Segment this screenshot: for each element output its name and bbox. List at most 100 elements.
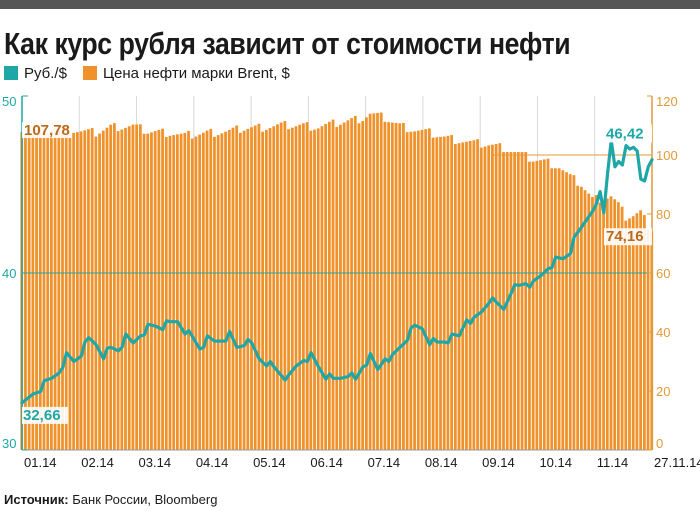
brent-bar [57, 126, 61, 451]
x-tick-label: 02.14 [81, 455, 114, 470]
brent-bar [635, 213, 639, 450]
brent-bar [442, 136, 446, 450]
brent-bar [561, 170, 565, 450]
brent-bar [350, 118, 353, 451]
brent-bar [335, 126, 339, 451]
brent-start-label: 107,78 [24, 122, 70, 139]
brent-bar [617, 202, 620, 450]
x-tick-label: 05.14 [253, 455, 286, 470]
legend-label-brent: Цена нефти марки Brent, $ [102, 64, 290, 82]
brent-bar [642, 215, 646, 450]
x-tick-label: 07.14 [368, 455, 401, 470]
brent-bar [594, 195, 598, 450]
brent-bar [542, 159, 546, 450]
brent-bar [583, 190, 587, 450]
brent-bar [309, 130, 313, 450]
source-label: Источник: [4, 492, 69, 507]
brent-bar [64, 124, 68, 450]
brent-bar [83, 130, 87, 450]
brent-bar [639, 210, 643, 450]
rub-start-label-bg [22, 406, 68, 424]
brent-bar [213, 136, 216, 450]
brent-bar [565, 172, 568, 450]
brent-bar [528, 161, 531, 450]
brent-bar [613, 199, 617, 450]
x-tick-label: 06.14 [310, 455, 343, 470]
x-tick-label: 04.14 [196, 455, 229, 470]
rub-line [20, 138, 654, 405]
brent-bar [24, 134, 27, 450]
brent-bar [465, 141, 468, 451]
brent-bar [176, 134, 179, 450]
brent-bar [172, 135, 176, 450]
brent-bar [450, 135, 454, 450]
brent-bar [239, 132, 242, 451]
brent-bar [457, 143, 461, 450]
brent-bar [31, 130, 35, 451]
brent-bar [502, 152, 505, 451]
brent-bar [624, 220, 628, 450]
brent-bar [105, 127, 109, 451]
brent-bar [138, 124, 142, 450]
brent-bar [72, 132, 76, 451]
brent-bar [164, 137, 168, 451]
brent-bar [150, 132, 153, 450]
brent-bar [113, 123, 116, 450]
brent-bar [157, 129, 161, 450]
brent-bar [365, 117, 368, 450]
brent-bar [435, 137, 439, 451]
brent-bar [628, 218, 631, 450]
brent-bar [264, 129, 268, 450]
brent-bar [431, 137, 435, 451]
brent-bar [250, 127, 253, 450]
brent-bar [268, 128, 272, 450]
brent-bar [487, 145, 491, 450]
brent-bar [231, 127, 235, 451]
right-tick-label: 60 [656, 266, 670, 281]
brent-bar [554, 168, 557, 450]
brent-bar [187, 130, 190, 450]
brent-bar [294, 126, 298, 451]
chart-title: Как курс рубля зависит от стоимости нефт… [4, 26, 571, 61]
brent-bar [216, 135, 220, 450]
brent-bar [320, 126, 324, 451]
brent-bar [246, 128, 250, 450]
brent-bar [402, 122, 405, 451]
brent-bar [353, 115, 357, 450]
chart-svg: 30 40 50 0 20 40 60 80 100 120 01.14 02.14 03.14 04.1… [2, 94, 700, 470]
brent-bar [146, 133, 150, 451]
brent-bar [276, 124, 279, 450]
brent-bar [127, 126, 131, 451]
brent-bar [390, 122, 394, 451]
brent-bar [516, 152, 520, 451]
brent-bar [198, 134, 202, 450]
x-tick-label: 09.14 [482, 455, 515, 470]
brent-bar [305, 122, 309, 451]
source-note: Источник: Банк России, Bloomberg [4, 492, 217, 507]
brent-bar [120, 129, 124, 451]
brent-bar [531, 161, 535, 450]
brent-bar [405, 132, 409, 450]
x-tick-label: 08.14 [425, 455, 458, 470]
brent-bar [520, 152, 524, 451]
brent-bar [90, 128, 94, 450]
x-tick-label: 01.14 [24, 455, 57, 470]
brent-bar [439, 136, 442, 450]
brent-bar [631, 216, 635, 450]
brent-bar [227, 129, 231, 450]
brent-bar [413, 131, 416, 450]
brent-bar [420, 129, 424, 450]
brent-bar [61, 125, 64, 450]
brent-end-label-bg [604, 228, 652, 246]
brent-bar [101, 130, 105, 450]
brent-bar [135, 124, 139, 450]
brent-bar [357, 123, 361, 450]
right-tick-label: 20 [656, 384, 670, 399]
brent-bar [290, 127, 294, 451]
brent-bar [376, 112, 379, 451]
brent-bar [383, 121, 387, 450]
brent-bar [279, 122, 283, 451]
rub-end-label: 46,42 [606, 125, 644, 142]
brent-bar [153, 131, 157, 450]
brent-bar [476, 139, 479, 450]
